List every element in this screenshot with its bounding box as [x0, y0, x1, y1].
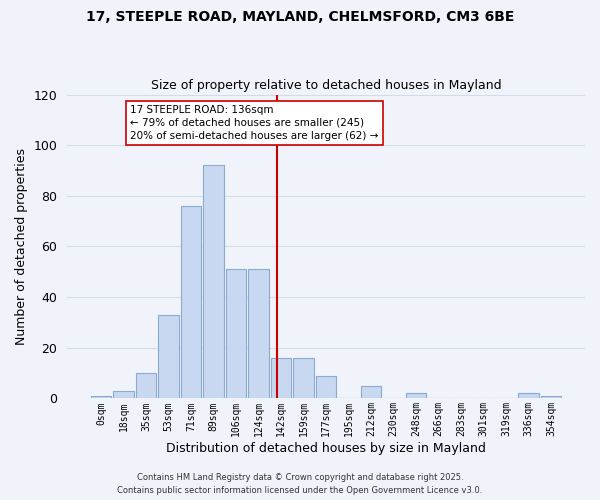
Bar — [406, 394, 427, 398]
Bar — [316, 376, 337, 398]
Bar — [136, 373, 157, 398]
Bar — [248, 270, 269, 398]
Text: 17 STEEPLE ROAD: 136sqm
← 79% of detached houses are smaller (245)
20% of semi-d: 17 STEEPLE ROAD: 136sqm ← 79% of detache… — [130, 104, 379, 141]
Bar — [158, 315, 179, 398]
Bar — [518, 394, 539, 398]
Bar — [361, 386, 382, 398]
Title: Size of property relative to detached houses in Mayland: Size of property relative to detached ho… — [151, 79, 502, 92]
Bar — [271, 358, 292, 399]
Bar — [181, 206, 202, 398]
Bar — [203, 166, 224, 398]
Bar — [91, 396, 112, 398]
Bar — [541, 396, 562, 398]
Bar — [226, 270, 247, 398]
Y-axis label: Number of detached properties: Number of detached properties — [15, 148, 28, 345]
Bar — [113, 391, 134, 398]
X-axis label: Distribution of detached houses by size in Mayland: Distribution of detached houses by size … — [166, 442, 486, 455]
Text: 17, STEEPLE ROAD, MAYLAND, CHELMSFORD, CM3 6BE: 17, STEEPLE ROAD, MAYLAND, CHELMSFORD, C… — [86, 10, 514, 24]
Bar — [293, 358, 314, 399]
Text: Contains HM Land Registry data © Crown copyright and database right 2025.
Contai: Contains HM Land Registry data © Crown c… — [118, 474, 482, 495]
